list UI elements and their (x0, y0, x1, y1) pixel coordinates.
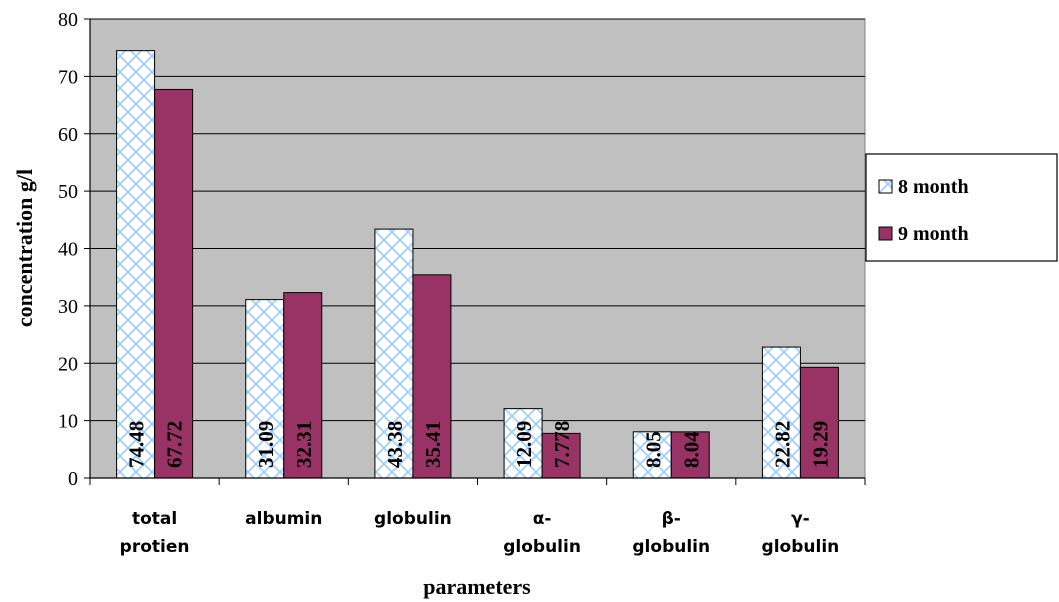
bar-8-month (503, 408, 543, 479)
bar-9-month (283, 292, 323, 479)
x-axis-title: parameters (423, 574, 531, 599)
y-tick-label: 70 (58, 66, 78, 88)
data-label: 19.29 (808, 421, 832, 468)
x-tick-label: total (132, 509, 177, 529)
gridlines (90, 18, 865, 422)
y-tick-label: 80 (58, 9, 78, 31)
y-tick-label: 10 (58, 411, 78, 433)
y-tick-label: 20 (58, 353, 78, 375)
data-label: 31.09 (254, 421, 278, 468)
y-tick-label: 40 (58, 239, 78, 261)
x-tick-label: β- (662, 509, 681, 529)
data-label: 43.38 (383, 421, 407, 468)
x-tick-label: globulin (374, 509, 452, 529)
legend: 8 month 9 month (865, 153, 1058, 262)
x-tick-label: albumin (245, 509, 322, 529)
y-axis-title: concentration g/l (12, 169, 37, 327)
legend-swatch-9-month (878, 226, 893, 241)
legend-label-8-month: 8 month (898, 176, 969, 198)
x-tick-label: globulin (503, 537, 581, 557)
y-tick-label: 50 (58, 181, 78, 203)
data-label: 32.31 (292, 421, 316, 468)
axes (84, 18, 866, 485)
y-tick-label: 60 (58, 124, 78, 146)
data-label: 35.41 (421, 421, 445, 468)
data-label: 22.82 (770, 421, 794, 468)
bar-8-month (761, 346, 801, 479)
bar-9-month (154, 88, 194, 479)
legend-swatch-8-month (878, 179, 893, 194)
data-label: 12.09 (512, 421, 536, 468)
bar-9-month (412, 274, 452, 479)
legend-label-9-month: 9 month (898, 223, 969, 245)
data-label: 8.04 (679, 431, 703, 468)
bars (116, 50, 839, 479)
data-label: 8.05 (641, 431, 665, 468)
bar-8-month (374, 228, 414, 479)
x-tick-label: globulin (762, 537, 840, 557)
x-tick-label: protien (120, 537, 190, 557)
legend-box (865, 153, 1058, 262)
tick-labels: 0 10 20 30 40 50 60 70 80 74.48 67.72 total protien 3… (58, 9, 839, 557)
x-tick-label: α- (533, 509, 552, 529)
data-label: 74.48 (125, 421, 149, 468)
bar-9-month (670, 431, 710, 479)
data-label: 67.72 (163, 421, 187, 468)
y-tick-label: 0 (68, 468, 78, 490)
bar-8-month (116, 50, 156, 479)
x-tick-label: γ- (791, 509, 810, 529)
x-tick-label: globulin (632, 537, 710, 557)
y-tick-label: 30 (58, 296, 78, 318)
data-label: 7.778 (550, 421, 574, 468)
